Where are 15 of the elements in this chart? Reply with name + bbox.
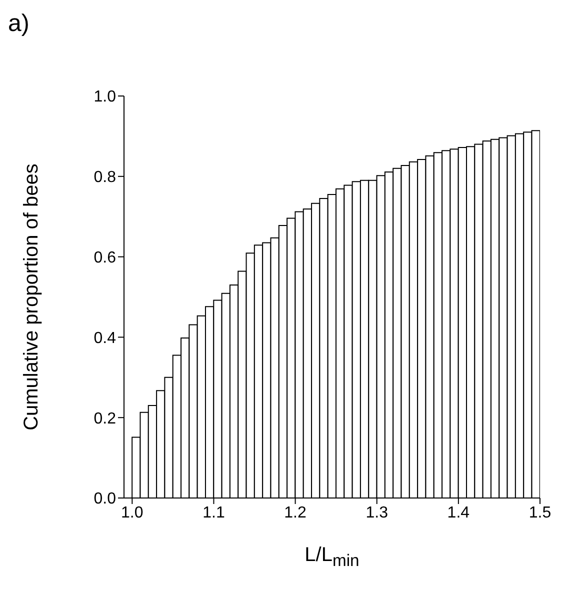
- x-tick-label: 1.0: [121, 504, 144, 522]
- y-tick-label: 0.6: [94, 249, 116, 266]
- x-tick-label: 1.2: [284, 504, 307, 522]
- y-axis-title: Cumulative proportion of bees: [20, 164, 44, 430]
- x-tick-label: 1.3: [366, 504, 388, 522]
- y-tick-label: 1.0: [94, 88, 116, 106]
- x-tick-label: 1.4: [447, 504, 470, 522]
- y-tick-label: 0.0: [94, 490, 116, 508]
- x-tick-label: 1.1: [202, 504, 225, 522]
- y-tick-label: 0.4: [94, 330, 116, 347]
- y-tick-label: 0.8: [94, 169, 116, 186]
- y-tick-label: 0.2: [94, 410, 116, 428]
- x-axis-title: L/L$_{min}$: [304, 544, 360, 571]
- chart-title: a): [8, 10, 30, 38]
- x-tick-label: 1.5: [528, 504, 552, 522]
